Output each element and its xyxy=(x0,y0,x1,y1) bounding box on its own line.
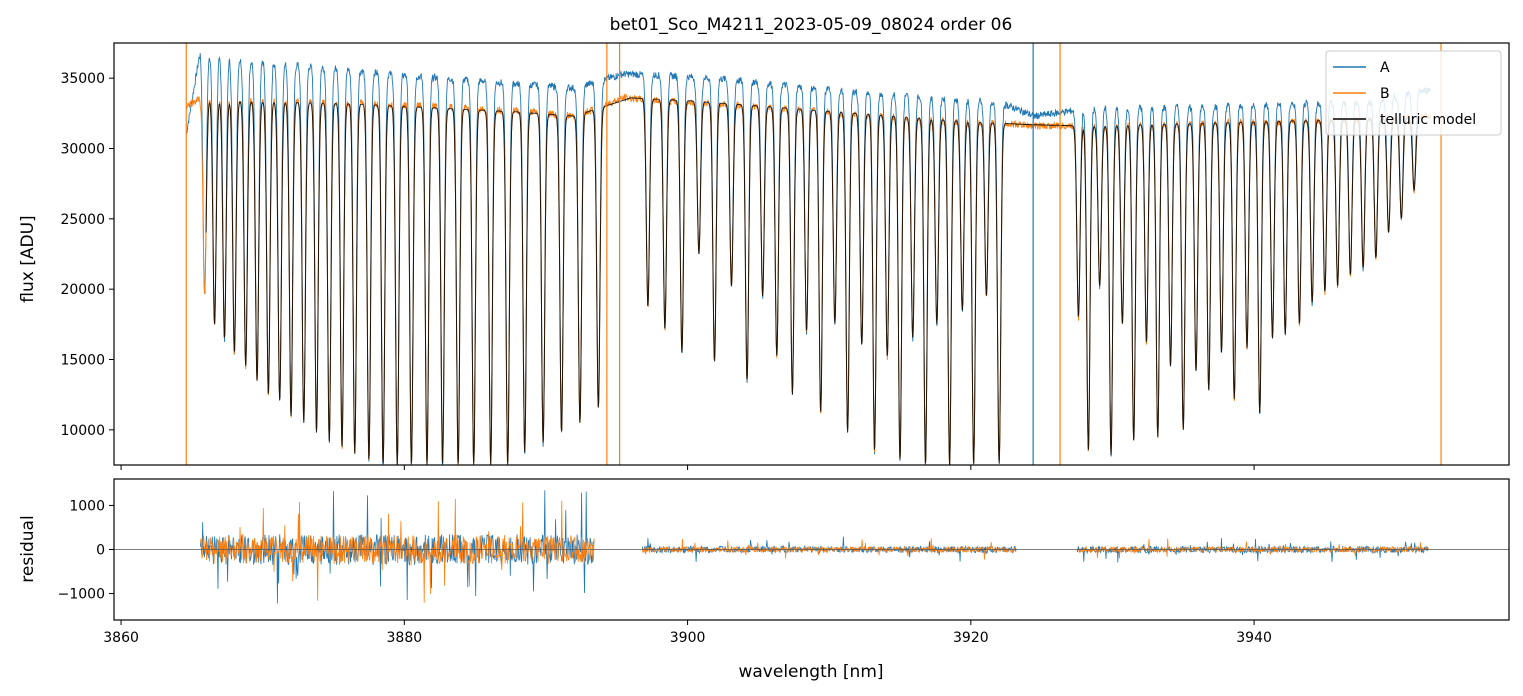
legend-label: A xyxy=(1380,60,1390,76)
flux-y-tick-label: 15000 xyxy=(60,353,105,369)
flux-y-tick-label: 35000 xyxy=(60,71,105,87)
residual-x-tick-label: 3920 xyxy=(953,630,989,646)
flux-y-tick-label: 10000 xyxy=(60,423,105,439)
residual-series-b-segment xyxy=(1076,538,1429,559)
legend-label: telluric model xyxy=(1380,112,1476,128)
residual-y-tick-label: 0 xyxy=(96,543,105,559)
residual-y-tick-label: 1000 xyxy=(69,498,105,514)
residual-x-tick-label: 3940 xyxy=(1236,630,1272,646)
residual-x-tick-label: 3900 xyxy=(670,630,706,646)
flux-series-telluric-model xyxy=(205,97,1424,465)
chart-title: bet01_Sco_M4211_2023-05-09_08024 order 0… xyxy=(610,15,1013,35)
wavelength-axis-label: wavelength [nm] xyxy=(738,662,883,682)
flux-y-tick-label: 20000 xyxy=(60,282,105,298)
flux-y-tick-label: 25000 xyxy=(60,212,105,228)
residual-y-tick-label: −1000 xyxy=(58,587,105,603)
flux-axis-label: flux [ADU] xyxy=(18,215,38,302)
legend-box xyxy=(1325,50,1502,136)
flux-panel: 10000 15000 20000 25000 30000 35000 flux [ADU… xyxy=(18,42,1510,470)
legend-label: B xyxy=(1380,86,1390,102)
residual-x-tick-label: 3880 xyxy=(387,630,423,646)
flux-y-tick-label: 30000 xyxy=(60,142,105,158)
residual-axis-label: residual xyxy=(18,515,38,582)
flux-axes-frame xyxy=(113,42,1510,466)
residual-x-tick-label: 3860 xyxy=(103,630,139,646)
